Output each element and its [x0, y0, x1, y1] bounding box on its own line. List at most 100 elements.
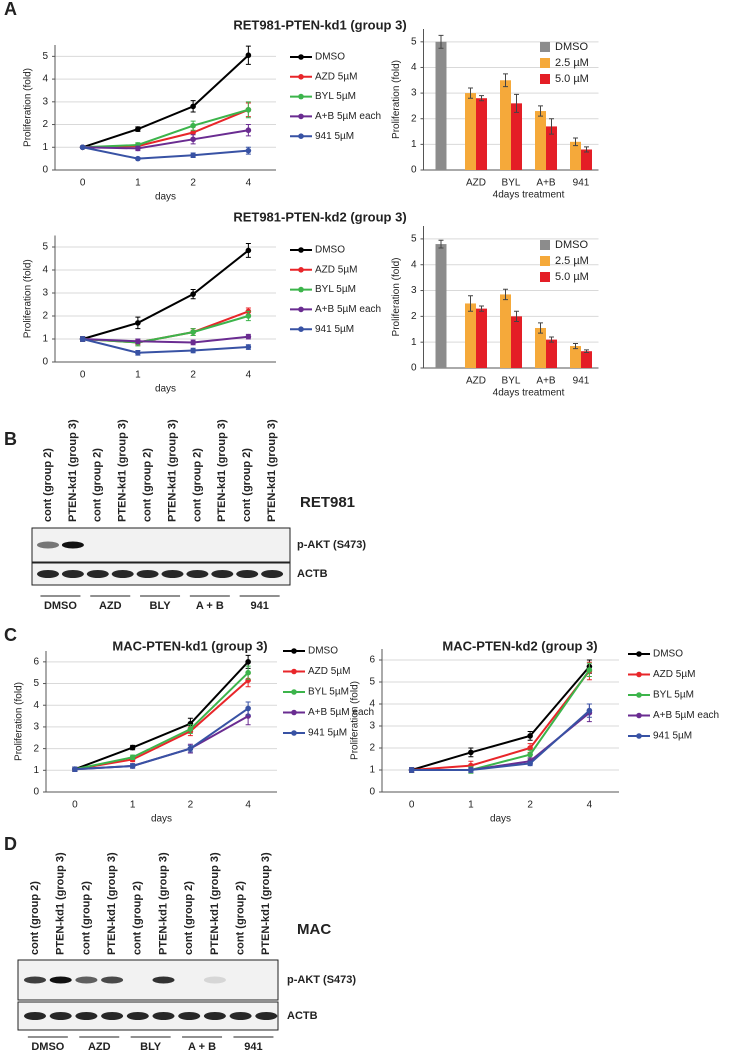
legend-label: A+B 5µM each [308, 707, 374, 718]
y-tick-label: 3 [33, 722, 39, 733]
band [49, 1012, 72, 1020]
band [203, 1012, 226, 1020]
x-tick-label: BYL [502, 376, 521, 387]
x-tick-label: 4 [246, 370, 252, 381]
legend-label: 941 5µM [315, 324, 354, 335]
bar [511, 103, 522, 170]
group-label: BLY [140, 1041, 162, 1050]
band [211, 570, 234, 578]
bar [546, 339, 557, 368]
data-point [245, 669, 251, 676]
legend-marker [636, 651, 642, 657]
panel-label: B [4, 429, 17, 449]
y-tick-label: 2 [33, 743, 39, 754]
bar [465, 93, 476, 170]
legend-label: 941 5µM [308, 728, 347, 739]
band [178, 1012, 201, 1020]
series-line [411, 669, 591, 771]
series-line [82, 108, 249, 149]
legend-swatch [540, 272, 550, 282]
legend-marker [298, 54, 304, 60]
x-axis-label: 4days treatment [493, 388, 565, 399]
error-bar [584, 146, 589, 153]
data-point [527, 733, 533, 739]
legend-marker [298, 306, 304, 313]
band [61, 541, 84, 549]
band [161, 570, 184, 578]
x-tick-label: 2 [190, 370, 196, 381]
legend-label: A+B 5µM each [315, 111, 381, 122]
error-bar [549, 336, 554, 343]
group-label: BLY [150, 600, 172, 612]
lane-label: cont (group 2) [132, 881, 144, 955]
x-tick-label: 2 [527, 800, 533, 811]
legend-label: BYL 5µM [315, 91, 356, 102]
error-bar [503, 288, 508, 301]
data-point [190, 103, 196, 110]
bar [570, 346, 581, 368]
x-tick-label: AZD [466, 376, 486, 387]
legend-label: BYL 5µM [308, 687, 349, 698]
x-axis-label: 4days treatment [493, 190, 565, 201]
legend-marker [298, 326, 304, 333]
lane-label: cont (group 2) [142, 448, 154, 522]
legend-label: AZD 5µM [308, 666, 350, 677]
y-tick-label: 2 [42, 119, 48, 130]
chart-title: MAC-PTEN-kd1 (group 3) [112, 638, 267, 653]
bar [581, 149, 592, 170]
data-point [190, 329, 196, 335]
band [24, 976, 46, 984]
data-point [190, 129, 196, 136]
lane-label: cont (group 2) [80, 881, 92, 955]
blot-box [31, 562, 291, 586]
error-bar [479, 305, 484, 312]
error-bar [438, 34, 444, 49]
y-tick-label: 6 [369, 655, 375, 666]
y-tick-label: 1 [411, 139, 417, 150]
group-label: A + B [196, 600, 224, 612]
legend-swatch [540, 42, 550, 52]
data-point [135, 155, 141, 162]
data-point [245, 247, 252, 254]
legend-marker [298, 286, 304, 293]
group-label: AZD [99, 600, 122, 612]
lane-label: PTEN-kd1 (group 3) [157, 852, 169, 955]
y-tick-label: 3 [42, 96, 48, 107]
legend-label: DMSO [653, 649, 683, 660]
bar [435, 41, 447, 171]
bar [535, 111, 546, 170]
x-tick-label: 1 [135, 370, 141, 381]
series-line [74, 671, 249, 771]
bar [535, 327, 546, 368]
y-tick-label: 5 [411, 234, 417, 245]
bar [476, 308, 487, 368]
data-point [135, 126, 141, 132]
legend-marker [636, 712, 642, 719]
lane-label: cont (group 2) [191, 448, 203, 522]
data-point [129, 744, 136, 751]
x-tick-label: 0 [80, 178, 86, 189]
legend-label: A+B 5µM each [315, 304, 381, 315]
legend-swatch [540, 240, 550, 250]
data-point [586, 667, 593, 673]
data-point [190, 347, 196, 354]
legend-label: 2.5 µM [555, 57, 589, 69]
series-line [82, 335, 249, 344]
band [61, 570, 84, 578]
y-tick-label: 3 [411, 285, 417, 296]
data-point [245, 106, 252, 113]
group-label: AZD [88, 1041, 111, 1050]
group-label: DMSO [44, 600, 77, 612]
x-tick-label: 2 [190, 178, 196, 189]
legend-swatch [540, 58, 550, 68]
blot-title: MAC [297, 921, 331, 938]
legend-marker [291, 730, 297, 736]
band [236, 570, 259, 578]
x-axis-label: days [155, 384, 176, 395]
x-tick-label: 1 [130, 800, 136, 811]
legend-swatch [540, 256, 550, 266]
lane-label: cont (group 2) [183, 881, 195, 955]
y-axis-label: Proliferation (fold) [14, 682, 25, 761]
lane-label: PTEN-kd1 (group 3) [260, 852, 272, 955]
group-label: 941 [250, 600, 268, 612]
